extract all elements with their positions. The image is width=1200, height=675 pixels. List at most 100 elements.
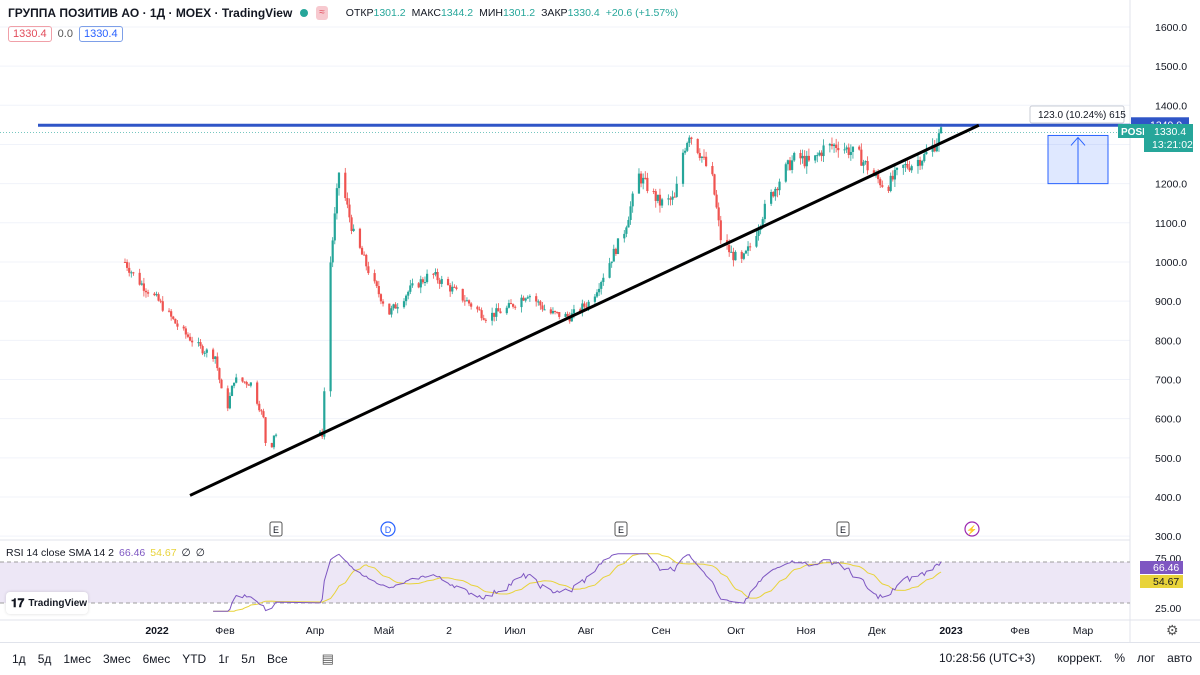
delay-badge-icon[interactable]: ≈ xyxy=(316,6,328,20)
candle-body xyxy=(818,152,821,156)
candle-body xyxy=(495,308,498,317)
candle-body xyxy=(807,155,810,161)
candle-body xyxy=(910,166,913,171)
rsi-legend[interactable]: RSI 14 close SMA 14 2 66.46 54.67 ∅ ∅ xyxy=(6,547,205,559)
measure-label-box xyxy=(1029,105,1125,124)
adjust-button[interactable]: коррект. xyxy=(1057,651,1103,665)
earnings-icon xyxy=(614,521,628,537)
candle-body xyxy=(539,301,542,306)
price-chart[interactable]: 123.0 (10.24%) 615 E D E E ⚡ 1600.0 1500.0 1400… xyxy=(0,0,1200,642)
rsi-title: RSI 14 close SMA 14 2 xyxy=(6,547,114,559)
candle-body xyxy=(761,219,764,227)
candle-body xyxy=(881,185,884,187)
candle-body xyxy=(593,296,597,302)
ohlc-close: ЗАКР1330.4 xyxy=(541,7,600,19)
time-label: 2 xyxy=(446,625,452,637)
rsi-sma-line xyxy=(213,553,942,612)
candle-body xyxy=(541,305,544,310)
candle-body xyxy=(203,352,206,354)
candle-body xyxy=(392,304,395,309)
candle-body xyxy=(851,146,855,152)
tradingview-logo[interactable]: 𝟏𝟕 TradingView xyxy=(6,592,88,614)
candle-body xyxy=(660,199,664,206)
candle-body xyxy=(830,143,834,147)
candle-body xyxy=(631,193,634,207)
candle-body xyxy=(272,435,276,448)
candle-body xyxy=(184,328,187,335)
timeframe-6m-button[interactable]: 6мес xyxy=(142,652,171,666)
candle-body xyxy=(902,164,905,168)
candle-body xyxy=(623,233,626,239)
candle-body xyxy=(335,188,338,214)
dividend-icon xyxy=(380,521,396,537)
candle-body xyxy=(509,303,513,305)
buy-button[interactable]: 1330.4 xyxy=(78,26,123,42)
candle-body xyxy=(558,312,561,317)
candle-body xyxy=(176,323,179,327)
candle-body xyxy=(656,194,659,201)
candle-body xyxy=(128,267,131,273)
candle-body xyxy=(564,313,567,317)
candle-body xyxy=(803,155,806,167)
candle-body xyxy=(791,160,794,170)
candle-body xyxy=(598,288,601,293)
candle-body xyxy=(235,377,238,383)
symbol-tag xyxy=(1118,124,1144,138)
timeframe-1y-button[interactable]: 1г xyxy=(218,652,230,666)
percent-button[interactable]: % xyxy=(1114,651,1125,665)
candle-body xyxy=(274,434,278,436)
candle-body xyxy=(432,273,435,275)
candle-body xyxy=(608,263,611,278)
timeframe-1d-button[interactable]: 1д xyxy=(12,652,26,666)
price-label: 300.0 xyxy=(1155,531,1181,543)
candle-body xyxy=(153,293,156,296)
candle-body xyxy=(684,150,687,153)
candle-body xyxy=(407,291,410,296)
candle-body xyxy=(396,307,399,309)
candle-body xyxy=(595,292,599,297)
time-axis[interactable]: 2022 Фев Апр Май 2 Июл Авг Сен Окт Ноя Д… xyxy=(0,620,1130,640)
calendar-icon[interactable]: ▤ xyxy=(321,651,334,666)
symbol-title[interactable]: ГРУППА ПОЗИТИВ АО · 1Д · MOEX · TradingV… xyxy=(8,6,293,20)
candle-body xyxy=(925,151,928,155)
timeframe-5d-button[interactable]: 5д xyxy=(37,652,52,666)
rsi-sma-value: 54.67 xyxy=(150,547,177,559)
timeframe-all-button[interactable]: Все xyxy=(266,652,288,666)
candle-body xyxy=(893,169,897,180)
timeframe-ytd-button[interactable]: YTD xyxy=(182,652,207,666)
sell-button[interactable]: 1330.4 xyxy=(8,26,52,42)
rsi-value-tag xyxy=(1140,561,1183,574)
candle-body xyxy=(453,286,456,288)
clock-readout[interactable]: 10:28:56 (UTC+3) xyxy=(938,651,1036,665)
candle-body xyxy=(256,382,259,404)
candle-body xyxy=(478,309,481,311)
price-label: 700.0 xyxy=(1155,374,1181,386)
candle-body xyxy=(832,144,836,147)
candle-body xyxy=(793,153,796,161)
candle-body xyxy=(329,262,332,392)
candle-body xyxy=(908,167,911,171)
candle-body xyxy=(419,279,422,288)
candle-body xyxy=(835,144,838,148)
log-button[interactable]: лог xyxy=(1136,651,1156,665)
candle-body xyxy=(258,403,261,411)
candle-body xyxy=(264,417,267,443)
event-label: E xyxy=(618,525,624,535)
timeframe-3m-button[interactable]: 3мес xyxy=(102,652,131,666)
candle-body xyxy=(360,247,364,255)
candle-body xyxy=(744,250,748,254)
candle-body xyxy=(249,382,252,386)
ohlc-open: ОТКР1301.2 xyxy=(345,7,406,19)
candle-body xyxy=(348,204,351,218)
candle-body xyxy=(493,312,496,317)
timeframe-1m-button[interactable]: 1мес xyxy=(63,652,91,666)
timeframe-5y-button[interactable]: 5л xyxy=(241,652,255,666)
candle-body xyxy=(711,165,714,175)
candle-body xyxy=(243,381,246,383)
gear-icon[interactable]: ⚙ xyxy=(1166,622,1179,638)
candle-body xyxy=(696,138,699,153)
auto-button[interactable]: авто xyxy=(1167,651,1192,665)
candle-body xyxy=(499,311,502,314)
candle-body xyxy=(770,192,773,204)
candle-body xyxy=(524,298,527,301)
